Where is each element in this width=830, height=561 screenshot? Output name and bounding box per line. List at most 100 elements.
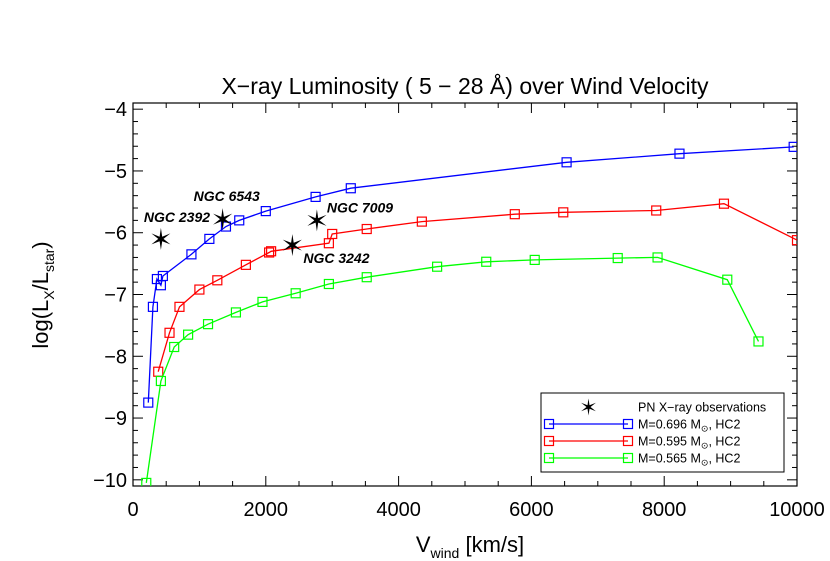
legend-label-main: M=0.565 M — [638, 452, 701, 466]
series-marker — [290, 288, 301, 299]
series-marker — [529, 254, 540, 266]
observation-label: NGC 3242 — [303, 250, 369, 266]
series-line — [157, 203, 797, 372]
series-marker — [651, 205, 662, 216]
observation-star — [213, 208, 233, 231]
series-marker — [718, 198, 730, 209]
legend-label-sub: ⊙ — [701, 424, 709, 434]
series-layer — [141, 141, 797, 486]
y-axis-label-mid: /L — [28, 272, 53, 290]
legend-marker — [543, 452, 555, 464]
x-axis-label-main: V — [416, 532, 431, 557]
legend-label-rest: , HC2 — [708, 418, 740, 432]
series-marker — [310, 191, 321, 202]
observation-star — [151, 227, 171, 250]
series-marker — [612, 252, 623, 264]
series-marker — [230, 307, 242, 318]
series-marker — [147, 301, 159, 312]
x-axis-label: Vwind [km/s] — [416, 532, 524, 561]
series-marker — [361, 223, 372, 235]
y-axis-label-close: ) — [28, 241, 53, 248]
legend-label: PN X−ray observations — [638, 401, 766, 415]
series-marker — [174, 301, 185, 312]
legend-label-sub: ⊙ — [701, 441, 709, 451]
x-tick-label: 4000 — [376, 499, 421, 521]
legend-marker — [622, 452, 634, 464]
series-marker — [432, 261, 443, 272]
series-marker — [240, 259, 251, 270]
series-marker — [186, 249, 197, 260]
series-marker — [260, 206, 271, 217]
series-marker — [157, 270, 168, 282]
y-axis-label: log(LX/Lstar) — [28, 241, 57, 348]
series-marker — [143, 397, 154, 408]
series-marker — [155, 375, 166, 387]
legend-label-rest: , HC2 — [708, 435, 740, 449]
series-marker — [141, 477, 152, 486]
legend-marker — [622, 418, 634, 430]
y-tick-label: −5 — [104, 161, 127, 183]
legend-label-rest: , HC2 — [708, 452, 740, 466]
series-marker — [345, 183, 356, 194]
series-marker — [558, 207, 569, 218]
observation-label: NGC 6543 — [194, 188, 260, 204]
observation-star — [282, 234, 302, 257]
series-marker — [164, 327, 175, 338]
series-marker — [257, 296, 268, 308]
y-axis-label-sub2: star — [41, 248, 57, 272]
y-tick-label: −7 — [104, 285, 127, 307]
legend-box — [540, 392, 785, 473]
legend-label: M=0.565 M⊙, HC2 — [638, 452, 740, 468]
series-marker — [327, 228, 338, 240]
series-marker — [481, 256, 492, 267]
x-tick-label: 8000 — [642, 499, 687, 521]
series-marker — [266, 246, 277, 257]
x-tick-label: 10000 — [769, 499, 825, 521]
y-axis-label-main: log(L — [28, 300, 53, 349]
observations-layer: NGC 2392 NGC 6543 NGC 7009 NGC 3242 — [144, 188, 393, 266]
series-marker — [674, 148, 685, 159]
x-tick-label: 6000 — [509, 499, 554, 521]
x-tick-labels: 0 2000 4000 6000 8000 10000 — [127, 499, 824, 521]
x-axis-label-unit: [km/s] — [459, 532, 524, 557]
observation-label: NGC 7009 — [327, 199, 393, 215]
axis-ticks — [132, 103, 798, 486]
series-marker — [361, 272, 372, 283]
legend-label-sub: ⊙ — [701, 458, 709, 468]
legend-label-main: M=0.696 M — [638, 418, 701, 432]
observation-label: NGC 2392 — [144, 209, 210, 225]
series-marker — [722, 274, 733, 285]
x-axis-label-sub: wind — [430, 545, 460, 561]
series-marker — [753, 336, 764, 347]
legend-label-main: M=0.595 M — [638, 435, 701, 449]
series-marker — [183, 329, 194, 340]
series-marker — [509, 209, 520, 220]
series-line — [147, 146, 794, 403]
series-marker — [561, 157, 572, 168]
series-marker — [194, 284, 205, 295]
observation-star — [307, 209, 327, 232]
y-tick-label: −8 — [104, 346, 127, 368]
series-marker — [788, 141, 797, 152]
series-marker — [153, 366, 164, 377]
y-tick-label: −10 — [93, 470, 127, 492]
x-tick-label: 0 — [127, 499, 138, 521]
chart-title: X−ray Luminosity ( 5 − 28 Å) over Wind V… — [221, 72, 709, 99]
series-marker — [323, 278, 334, 290]
series-marker — [202, 319, 214, 330]
legend-label: M=0.595 M⊙, HC2 — [638, 435, 740, 451]
y-tick-labels: −10 −9 −8 −7 −6 −5 −4 — [93, 99, 127, 492]
legend-marker — [543, 418, 555, 430]
y-tick-label: −9 — [104, 408, 127, 430]
y-tick-label: −6 — [104, 223, 127, 245]
series-marker — [791, 235, 797, 246]
y-tick-label: −4 — [104, 99, 127, 121]
series-marker — [212, 275, 223, 286]
legend-marker — [622, 435, 634, 447]
series-marker — [204, 233, 215, 245]
legend-label: M=0.696 M⊙, HC2 — [638, 418, 740, 434]
series-marker — [169, 341, 180, 353]
legend-marker — [543, 435, 555, 447]
